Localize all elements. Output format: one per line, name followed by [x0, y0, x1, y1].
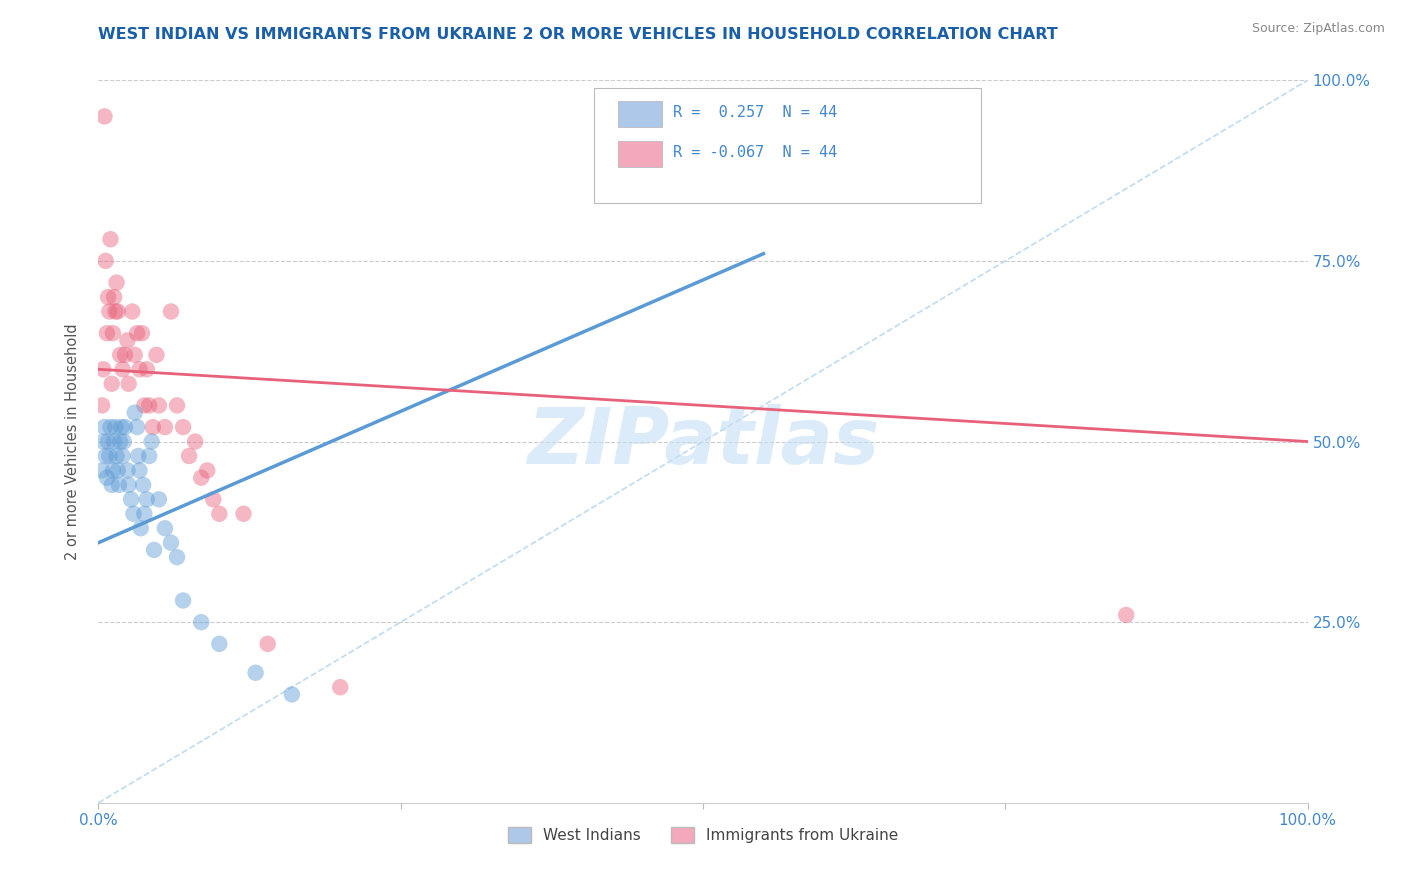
Point [128, 463, 150, 477]
Point [143, 542, 166, 557]
Point [160, 535, 183, 549]
Point [153, 420, 176, 434]
Point [141, 434, 163, 449]
Point [114, 420, 136, 434]
FancyBboxPatch shape [595, 87, 981, 203]
Point [172, 420, 194, 434]
Point [112, 434, 135, 449]
Point [121, 304, 143, 318]
Point [135, 362, 157, 376]
Point [104, 304, 127, 318]
Point [94, 253, 117, 268]
Point [108, 348, 131, 362]
Point [91, 398, 114, 412]
Point [148, 398, 170, 412]
Point [105, 449, 128, 463]
Text: ZIPatlas: ZIPatlas [527, 403, 879, 480]
Point [245, 665, 267, 680]
Point [153, 521, 176, 535]
Point [93, 110, 115, 124]
Point [124, 406, 146, 420]
Point [166, 398, 188, 412]
Point [127, 420, 149, 434]
Point [101, 326, 124, 340]
Point [128, 362, 150, 376]
Point [138, 449, 160, 463]
Point [172, 593, 194, 607]
Point [91, 463, 114, 477]
Point [190, 470, 212, 484]
Point [166, 550, 188, 565]
Point [117, 463, 139, 477]
Point [208, 637, 231, 651]
Point [184, 434, 207, 449]
Point [131, 326, 153, 340]
Point [103, 434, 125, 449]
Point [97, 434, 120, 449]
Point [110, 420, 132, 434]
Point [138, 398, 160, 412]
Point [1115, 607, 1137, 622]
Point [91, 362, 114, 376]
Point [148, 492, 170, 507]
Point [111, 449, 134, 463]
Point [127, 326, 149, 340]
Point [93, 420, 115, 434]
Point [104, 420, 127, 434]
Point [135, 492, 157, 507]
Point [105, 276, 128, 290]
Point [97, 290, 120, 304]
Point [107, 463, 129, 477]
Point [100, 420, 122, 434]
Point [108, 434, 131, 449]
Point [127, 449, 149, 463]
Point [91, 434, 114, 449]
FancyBboxPatch shape [619, 101, 662, 128]
Point [208, 507, 231, 521]
Point [202, 492, 225, 507]
Text: R = -0.067  N = 44: R = -0.067 N = 44 [672, 145, 837, 160]
Point [103, 290, 125, 304]
Point [111, 362, 134, 376]
Point [124, 348, 146, 362]
Point [96, 326, 118, 340]
Point [100, 478, 122, 492]
Point [134, 507, 156, 521]
Point [329, 680, 352, 694]
Point [120, 492, 142, 507]
Point [179, 449, 201, 463]
FancyBboxPatch shape [619, 141, 662, 167]
Point [134, 398, 156, 412]
Point [281, 687, 304, 701]
Point [98, 304, 121, 318]
Point [190, 615, 212, 630]
Point [98, 449, 121, 463]
Point [107, 304, 129, 318]
Y-axis label: 2 or more Vehicles in Household: 2 or more Vehicles in Household [65, 323, 80, 560]
Point [145, 348, 167, 362]
Point [101, 463, 124, 477]
Point [256, 637, 278, 651]
Point [118, 376, 141, 391]
Point [118, 478, 141, 492]
Text: R =  0.257  N = 44: R = 0.257 N = 44 [672, 105, 837, 120]
Point [160, 304, 183, 318]
Point [100, 232, 122, 246]
Point [96, 470, 118, 484]
Point [129, 521, 152, 535]
Point [94, 449, 117, 463]
Point [122, 507, 145, 521]
Legend: West Indians, Immigrants from Ukraine: West Indians, Immigrants from Ukraine [502, 822, 904, 849]
Point [232, 507, 254, 521]
Point [142, 420, 165, 434]
Point [195, 463, 218, 477]
Point [117, 334, 139, 348]
Point [114, 348, 136, 362]
Point [100, 376, 122, 391]
Text: Source: ZipAtlas.com: Source: ZipAtlas.com [1251, 22, 1385, 36]
Point [108, 478, 131, 492]
Point [132, 478, 155, 492]
Text: WEST INDIAN VS IMMIGRANTS FROM UKRAINE 2 OR MORE VEHICLES IN HOUSEHOLD CORRELATI: WEST INDIAN VS IMMIGRANTS FROM UKRAINE 2… [98, 27, 1059, 42]
